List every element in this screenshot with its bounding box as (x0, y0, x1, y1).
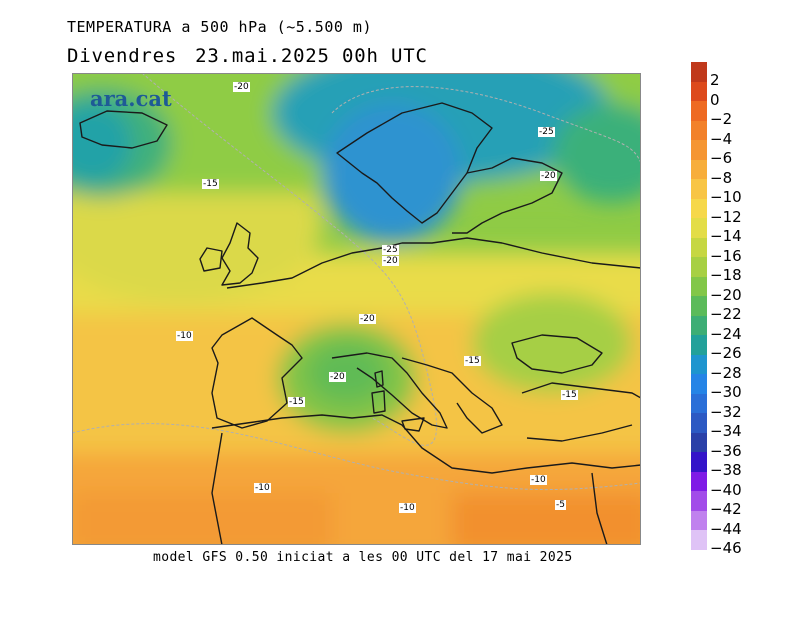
legend-swatch (691, 510, 707, 530)
corsica-sardinia (371, 370, 386, 414)
legend-swatch (691, 471, 707, 491)
legend-swatch (691, 491, 707, 511)
contour-label: -25 (538, 127, 555, 137)
iceland-coast (79, 110, 168, 149)
valid-day: Divendres (67, 45, 178, 67)
legend-swatch (691, 101, 707, 121)
norway-coast (336, 102, 493, 224)
legend-label: −8 (710, 168, 733, 187)
contour-label: -20 (359, 314, 376, 324)
legend-label: −6 (710, 149, 733, 167)
contour-label: -15 (561, 390, 578, 400)
continent-coast (226, 237, 641, 289)
legend-swatch (691, 179, 707, 199)
legend-label: −38 (710, 461, 742, 479)
legend-swatch (691, 432, 707, 452)
legend-label: 2 (710, 71, 720, 89)
legend-label: −26 (710, 344, 742, 362)
legend-label: −46 (710, 539, 742, 557)
legend-swatch (691, 81, 707, 101)
italy-coast (331, 352, 448, 429)
legend-label: −36 (710, 441, 742, 460)
contour-label: -10 (530, 475, 547, 485)
legend-swatch (691, 218, 707, 238)
contour-label: -10 (399, 503, 416, 513)
contour-label: -20 (233, 82, 250, 92)
legend-swatch (691, 296, 707, 316)
north-africa-coast (211, 414, 641, 474)
legend-swatch (691, 374, 707, 394)
ireland-coast (199, 247, 223, 272)
contour-label: -20 (382, 256, 399, 266)
legend-label: −30 (710, 383, 742, 401)
temperature-map (72, 73, 641, 545)
legend-label: −12 (710, 207, 742, 226)
model-info: model GFS 0.50 iniciat a les 00 UTC del … (153, 550, 573, 565)
legend-swatch (691, 393, 707, 413)
legend-label: −4 (710, 129, 733, 148)
legend-swatch (691, 198, 707, 218)
legend-label: −32 (710, 402, 742, 421)
legend-swatch (691, 335, 707, 355)
contour-label: -15 (288, 397, 305, 407)
legend-swatch (691, 276, 707, 296)
legend-swatch (691, 315, 707, 335)
legend-label: −14 (710, 227, 742, 245)
legend-swatch (691, 159, 707, 179)
contour-label: -10 (176, 331, 193, 341)
valid-date: 23.mai.2025 00h UTC (195, 45, 428, 67)
legend-swatch (691, 257, 707, 277)
legend-label: −44 (710, 519, 742, 538)
legend-swatch (691, 140, 707, 160)
balkans-coast (401, 357, 503, 434)
legend-label: −24 (710, 324, 742, 343)
chart-title: TEMPERATURA a 500 hPa (~5.500 m) (67, 18, 372, 36)
contour-label: -10 (254, 483, 271, 493)
nile-border (211, 432, 608, 545)
legend-swatch (691, 530, 707, 550)
legend-label: −20 (710, 285, 742, 304)
britain-coast (221, 222, 259, 286)
turkey-coast (521, 382, 641, 442)
contour-label: -5 (555, 500, 566, 510)
sicily (401, 417, 425, 432)
contour-label: -15 (464, 356, 481, 366)
legend-swatch (691, 62, 707, 82)
legend-label: −42 (710, 500, 742, 518)
legend-swatch (691, 237, 707, 257)
legend-label: −40 (710, 480, 742, 499)
legend-label: −18 (710, 266, 742, 284)
legend-label: 0 (710, 90, 720, 109)
legend-label: −28 (710, 363, 742, 382)
legend-label: −2 (710, 110, 733, 128)
legend-swatch (691, 354, 707, 374)
contour-label: -20 (329, 372, 346, 382)
contour-label: -25 (382, 245, 399, 255)
blacksea-coast (511, 334, 603, 374)
legend-label: −10 (710, 188, 742, 206)
iberia-coast (211, 317, 303, 429)
legend-swatch (691, 120, 707, 140)
legend-swatch (691, 413, 707, 433)
legend-label: −16 (710, 246, 742, 265)
legend-label: −22 (710, 305, 742, 323)
valid-time: Divendres 23.mai.2025 00h UTC (67, 45, 428, 67)
contour-label: -15 (202, 179, 219, 189)
legend-swatch (691, 452, 707, 472)
baltic-coast (452, 157, 563, 234)
ara-cat-logo[interactable]: ara.cat (90, 86, 172, 111)
legend-label: −34 (710, 422, 742, 440)
contour-label: -20 (540, 171, 557, 181)
